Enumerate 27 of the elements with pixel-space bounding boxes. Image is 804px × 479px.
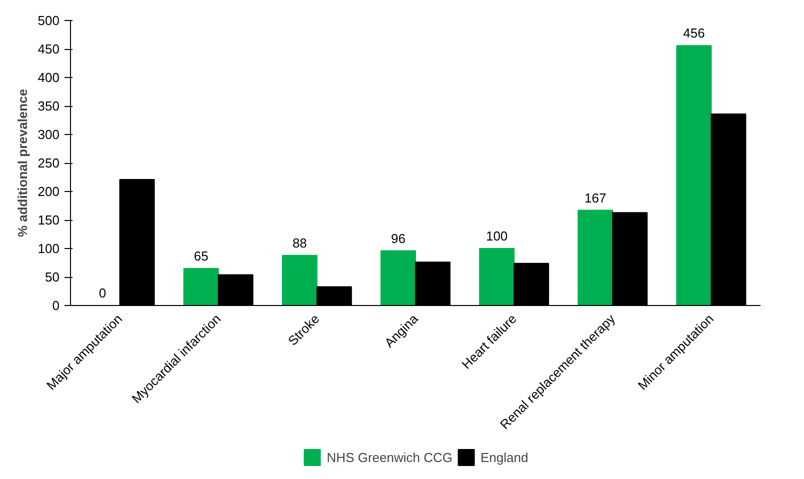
y-tick-label: 150 xyxy=(38,212,60,228)
y-tick-label: 100 xyxy=(38,241,60,256)
y-tick-label: 50 xyxy=(45,270,60,284)
y-tick-label: 300 xyxy=(38,127,60,142)
bar xyxy=(282,254,318,306)
data-label: 65 xyxy=(194,248,208,264)
y-tick-label: 500 xyxy=(38,13,60,28)
y-tick-label: 400 xyxy=(38,70,60,85)
y-tick-label: 200 xyxy=(38,184,60,199)
y-tick-label: 350 xyxy=(38,98,60,114)
data-label: 88 xyxy=(292,235,307,250)
bar xyxy=(578,210,614,306)
bar xyxy=(479,248,515,306)
data-label: 100 xyxy=(486,228,508,244)
bar xyxy=(676,45,712,306)
y-tick-label: 250 xyxy=(38,156,60,170)
data-label: 96 xyxy=(391,230,406,246)
bar xyxy=(183,268,219,306)
data-label: 456 xyxy=(683,26,705,41)
bar xyxy=(380,250,416,306)
legend-label: NHS Greenwich CCG xyxy=(326,450,452,464)
y-axis-title: % additional prevalence xyxy=(14,88,30,238)
y-tick-label: 450 xyxy=(38,42,60,56)
legend-label: England xyxy=(480,450,528,464)
y-tick-label: 0 xyxy=(52,298,60,313)
data-label: 0 xyxy=(98,286,106,300)
data-label: 167 xyxy=(584,190,606,206)
